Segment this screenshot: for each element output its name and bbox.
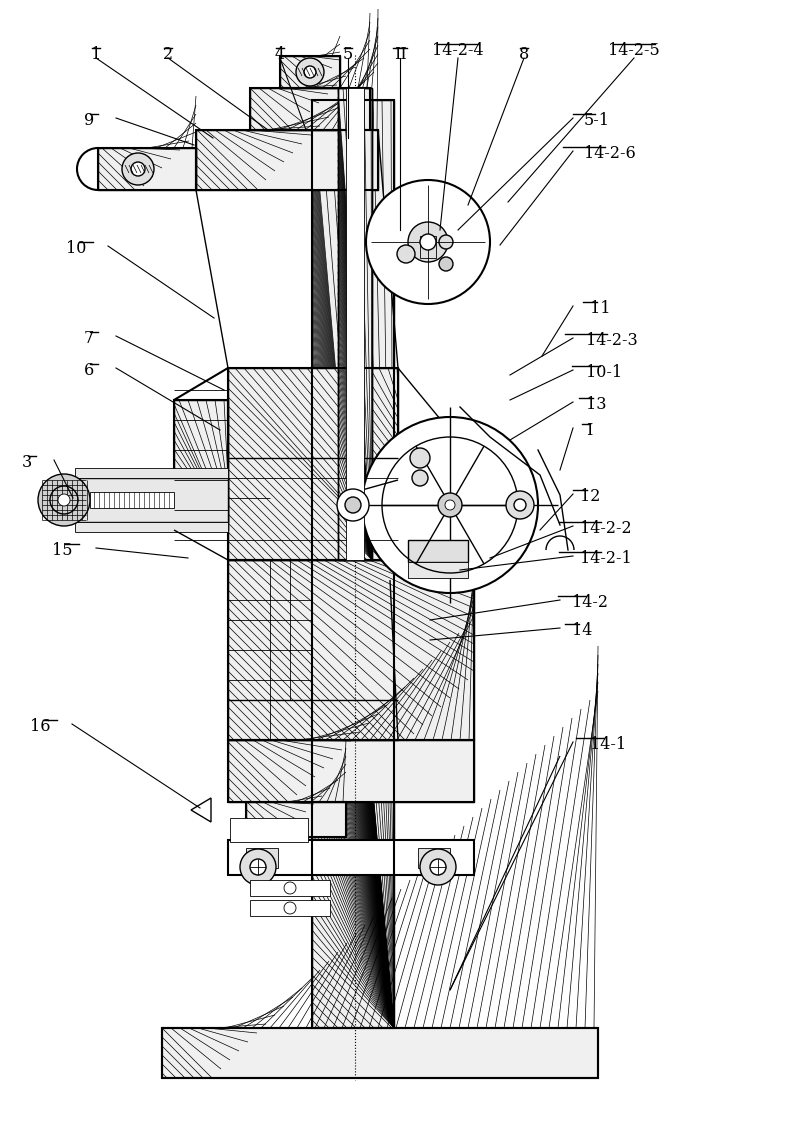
- Bar: [246, 847, 278, 868]
- Text: 3: 3: [22, 454, 32, 471]
- Text: 10-1: 10-1: [586, 364, 622, 381]
- Bar: [346, 88, 364, 560]
- Bar: [280, 56, 340, 88]
- Bar: [250, 88, 370, 130]
- Circle shape: [506, 491, 534, 519]
- Text: 5: 5: [343, 46, 353, 63]
- Bar: [162, 1028, 598, 1078]
- Circle shape: [122, 153, 154, 185]
- Circle shape: [439, 257, 453, 271]
- Bar: [312, 100, 394, 1028]
- Bar: [228, 368, 398, 560]
- Text: 8: 8: [519, 46, 529, 63]
- Bar: [250, 88, 370, 130]
- Text: 14-2-1: 14-2-1: [580, 550, 632, 566]
- Circle shape: [410, 448, 430, 468]
- Text: 9: 9: [84, 112, 94, 129]
- Text: 6: 6: [84, 362, 94, 379]
- Bar: [338, 88, 372, 560]
- Text: 5-1: 5-1: [584, 112, 610, 129]
- Circle shape: [445, 500, 455, 510]
- Bar: [174, 400, 228, 531]
- Circle shape: [250, 859, 266, 874]
- Circle shape: [284, 882, 296, 894]
- Bar: [98, 148, 196, 190]
- Circle shape: [438, 493, 462, 517]
- Bar: [228, 740, 474, 803]
- Bar: [228, 840, 474, 874]
- Bar: [90, 492, 174, 508]
- Bar: [228, 368, 398, 560]
- Circle shape: [366, 180, 490, 303]
- Bar: [228, 740, 474, 803]
- Text: 1: 1: [91, 46, 101, 63]
- Bar: [280, 56, 340, 88]
- Text: 16: 16: [30, 718, 50, 735]
- Circle shape: [362, 417, 538, 593]
- Text: 2: 2: [163, 46, 173, 63]
- Bar: [246, 803, 346, 837]
- Bar: [230, 818, 308, 842]
- Text: 14-2: 14-2: [572, 593, 608, 611]
- Bar: [246, 803, 346, 837]
- Bar: [418, 847, 450, 868]
- Text: 7: 7: [84, 330, 94, 347]
- Text: I: I: [586, 422, 592, 439]
- Circle shape: [50, 486, 78, 514]
- Bar: [408, 540, 468, 562]
- Circle shape: [284, 901, 296, 914]
- Bar: [228, 560, 474, 740]
- Text: 14-2-5: 14-2-5: [608, 42, 660, 58]
- Bar: [228, 560, 474, 740]
- Text: 14: 14: [572, 622, 592, 640]
- Bar: [98, 148, 196, 190]
- Bar: [420, 236, 436, 259]
- Bar: [75, 468, 228, 478]
- Text: 11: 11: [590, 300, 610, 317]
- Bar: [55, 478, 228, 522]
- Circle shape: [514, 499, 526, 511]
- Circle shape: [296, 58, 324, 87]
- Circle shape: [304, 66, 316, 78]
- Bar: [250, 900, 330, 916]
- Text: 4: 4: [275, 46, 285, 63]
- Circle shape: [420, 849, 456, 885]
- Bar: [75, 522, 228, 532]
- Circle shape: [420, 234, 436, 250]
- Text: 13: 13: [586, 396, 606, 413]
- Bar: [312, 100, 394, 1028]
- Circle shape: [345, 497, 361, 513]
- Text: 14-2-6: 14-2-6: [584, 145, 636, 162]
- Circle shape: [408, 223, 448, 262]
- Bar: [338, 88, 372, 560]
- Circle shape: [397, 245, 415, 263]
- Bar: [174, 400, 228, 531]
- Bar: [408, 562, 468, 578]
- Circle shape: [430, 859, 446, 874]
- Bar: [196, 130, 378, 190]
- Text: 14-1: 14-1: [590, 736, 626, 753]
- Circle shape: [131, 162, 145, 176]
- Circle shape: [38, 474, 90, 526]
- Text: 14-2-2: 14-2-2: [580, 520, 632, 537]
- Circle shape: [439, 235, 453, 250]
- Text: 15: 15: [51, 542, 72, 559]
- Text: II: II: [394, 46, 407, 63]
- Bar: [162, 1028, 598, 1078]
- Text: 14-2-4: 14-2-4: [432, 42, 484, 58]
- Text: 10: 10: [66, 241, 86, 257]
- Text: 14-2-3: 14-2-3: [586, 332, 638, 348]
- Bar: [196, 130, 378, 190]
- Text: 12: 12: [580, 488, 600, 505]
- Bar: [250, 880, 330, 896]
- Circle shape: [58, 495, 70, 506]
- Circle shape: [240, 849, 276, 885]
- Polygon shape: [191, 798, 211, 822]
- Circle shape: [412, 470, 428, 486]
- Circle shape: [337, 489, 369, 522]
